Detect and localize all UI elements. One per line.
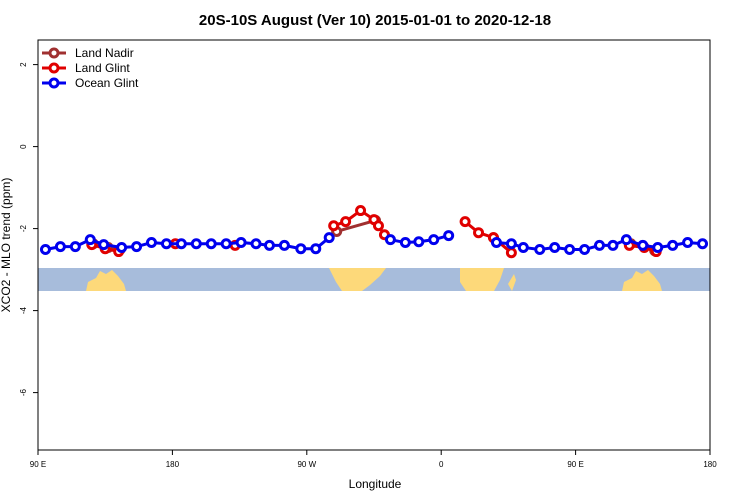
land-mask: [38, 268, 710, 291]
x-axis-label: Longitude: [349, 477, 402, 491]
plot-frame: [37, 39, 711, 451]
legend-label: Land Nadir: [75, 46, 134, 60]
series-point: [205, 238, 217, 250]
series-point: [323, 232, 335, 244]
land: [508, 274, 516, 291]
land: [460, 268, 504, 291]
legend-marker: [48, 77, 60, 89]
legend-label: Land Glint: [75, 61, 130, 75]
series-point: [413, 236, 425, 248]
series-point: [355, 205, 367, 217]
chart-title: 20S-10S August (Ver 10) 2015-01-01 to 20…: [199, 12, 551, 29]
series-point: [505, 238, 517, 250]
series-point: [428, 234, 440, 246]
x-tick-label: 90 W: [297, 460, 316, 469]
series-point: [620, 234, 632, 246]
y-tick-label: -2: [19, 224, 28, 232]
legend-label: Ocean Glint: [75, 76, 139, 90]
series-point: [652, 241, 664, 253]
x-tick-label: 180: [703, 460, 717, 469]
series-point: [69, 241, 81, 253]
y-tick-label: -4: [19, 306, 28, 314]
series-point: [235, 237, 247, 249]
legend-marker: [48, 62, 60, 74]
series-point: [697, 238, 709, 250]
series-point: [84, 234, 96, 246]
series-point: [372, 220, 384, 232]
x-tick-label: 180: [166, 460, 180, 469]
series-point: [278, 239, 290, 251]
x-tick-label: 0: [439, 460, 444, 469]
series-point: [220, 238, 232, 250]
series-point: [607, 239, 619, 251]
legend-marker: [48, 47, 60, 59]
series-point: [160, 238, 172, 250]
series-point: [328, 220, 340, 232]
series-point: [295, 243, 307, 255]
series-point: [190, 238, 202, 250]
series-point: [593, 239, 605, 251]
y-tick-label: 0: [19, 144, 28, 149]
series-point: [490, 237, 502, 249]
series-point: [637, 239, 649, 251]
series-point: [131, 241, 143, 253]
y-axis-label: XCO2 - MLO trend (ppm): [0, 178, 13, 313]
series-point: [98, 239, 110, 251]
x-tick-label: 90 E: [30, 460, 46, 469]
series-point: [145, 237, 157, 249]
series-point: [310, 243, 322, 255]
series-point: [564, 244, 576, 256]
series-point: [116, 241, 128, 253]
series-point: [667, 239, 679, 251]
series-point: [517, 241, 529, 253]
series-point: [250, 238, 262, 250]
series-point: [579, 244, 591, 256]
series-point: [175, 238, 187, 250]
series-point: [443, 230, 455, 242]
series-point: [473, 227, 485, 239]
series-point: [263, 239, 275, 251]
series-point: [682, 237, 694, 249]
series-point: [534, 244, 546, 256]
land: [86, 270, 126, 291]
series-point: [459, 216, 471, 228]
series-point: [505, 247, 517, 259]
series-point: [399, 237, 411, 249]
series-point: [340, 216, 352, 228]
y-tick-label: -6: [19, 388, 28, 396]
y-tick-label: 2: [19, 62, 28, 67]
series-point: [54, 241, 66, 253]
series-point: [384, 234, 396, 246]
series-point: [549, 241, 561, 253]
x-tick-label: 90 E: [567, 460, 583, 469]
land: [622, 270, 662, 291]
series-point: [39, 244, 51, 256]
land: [329, 268, 386, 291]
